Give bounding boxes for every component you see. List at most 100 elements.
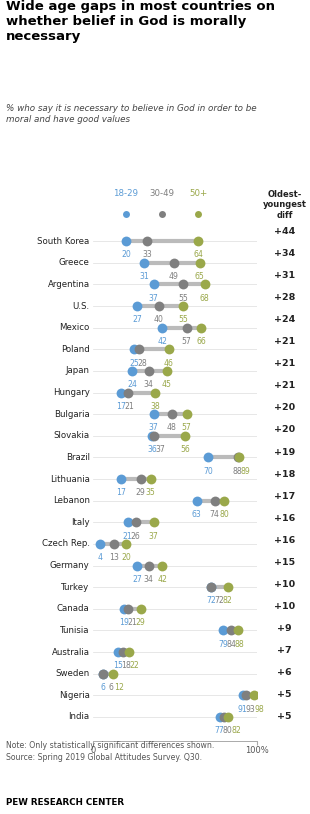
Text: +28: +28	[274, 293, 295, 302]
Text: +17: +17	[274, 492, 295, 501]
Text: +44: +44	[274, 227, 295, 236]
Text: 42: 42	[157, 575, 167, 584]
Point	[235, 624, 240, 637]
Text: 37: 37	[149, 423, 159, 432]
Text: 29: 29	[136, 618, 145, 627]
Text: +19: +19	[274, 448, 295, 457]
Text: 74: 74	[210, 510, 219, 519]
Text: 66: 66	[197, 337, 206, 346]
Text: 34: 34	[144, 380, 154, 389]
Text: 40: 40	[154, 315, 164, 324]
Text: 6: 6	[100, 683, 105, 692]
Text: Lebanon: Lebanon	[53, 497, 90, 505]
Text: +20: +20	[274, 426, 295, 435]
Text: 36: 36	[147, 445, 157, 454]
Text: 38: 38	[151, 402, 160, 411]
Point	[146, 365, 151, 378]
Text: 27: 27	[132, 575, 142, 584]
Text: 64: 64	[193, 251, 203, 260]
Text: 84: 84	[226, 640, 236, 649]
Text: 80: 80	[219, 510, 229, 519]
Point	[131, 343, 136, 356]
Text: India: India	[69, 712, 90, 721]
Text: 25: 25	[129, 359, 139, 368]
Text: Note: Only statistically significant differences shown.
Source: Spring 2019 Glob: Note: Only statistically significant dif…	[6, 741, 215, 762]
Text: 33: 33	[142, 251, 152, 260]
Point	[136, 343, 141, 356]
Text: % who say it is necessary to believe in God in order to be
moral and have good v: % who say it is necessary to believe in …	[6, 104, 257, 124]
Text: Hungary: Hungary	[53, 388, 90, 397]
Text: Tunisia: Tunisia	[60, 626, 90, 635]
Point	[235, 451, 240, 464]
Point	[112, 537, 117, 550]
Text: +9: +9	[277, 624, 292, 632]
Text: 21: 21	[127, 618, 137, 627]
Text: Wide age gaps in most countries on
whether belief in God is morally
necessary: Wide age gaps in most countries on wheth…	[6, 0, 275, 43]
Text: 31: 31	[139, 272, 149, 281]
Text: 45: 45	[162, 380, 172, 389]
Text: 82: 82	[231, 726, 241, 735]
Text: 55: 55	[179, 315, 188, 324]
Point	[184, 322, 189, 335]
Point	[135, 300, 140, 313]
Point	[110, 667, 115, 681]
Point	[225, 580, 230, 593]
Text: Greece: Greece	[59, 258, 90, 267]
Text: 19: 19	[119, 618, 129, 627]
Text: 68: 68	[200, 294, 210, 303]
Point	[123, 208, 128, 221]
Point	[123, 537, 128, 550]
Point	[243, 689, 248, 702]
Point	[202, 278, 207, 291]
Point	[141, 256, 146, 269]
Point	[251, 689, 256, 702]
Point	[160, 559, 165, 572]
Text: Lithuania: Lithuania	[50, 475, 90, 484]
Text: 50+: 50+	[189, 189, 207, 198]
Text: 98: 98	[254, 705, 264, 714]
Text: 88: 88	[233, 466, 242, 475]
Point	[150, 429, 155, 442]
Text: 35: 35	[146, 488, 155, 497]
Text: Germany: Germany	[50, 561, 90, 570]
Text: 37: 37	[156, 445, 165, 454]
Text: +5: +5	[277, 712, 292, 721]
Text: +21: +21	[274, 337, 295, 346]
Text: 91: 91	[237, 705, 247, 714]
Point	[133, 516, 138, 529]
Point	[146, 559, 151, 572]
Text: U.S.: U.S.	[73, 301, 90, 310]
Text: 49: 49	[169, 272, 179, 281]
Text: 72: 72	[215, 597, 224, 606]
Text: Brazil: Brazil	[66, 453, 90, 462]
Text: 63: 63	[192, 510, 202, 519]
Text: PEW RESEARCH CENTER: PEW RESEARCH CENTER	[6, 798, 124, 807]
Text: 72: 72	[206, 597, 216, 606]
Text: South Korea: South Korea	[38, 237, 90, 246]
Text: +31: +31	[274, 271, 295, 280]
Text: +16: +16	[274, 514, 295, 523]
Point	[196, 208, 201, 221]
Point	[228, 624, 233, 637]
Point	[184, 408, 189, 421]
Point	[125, 602, 130, 615]
Text: Turkey: Turkey	[61, 583, 90, 592]
Text: 20: 20	[121, 554, 131, 562]
Text: 65: 65	[195, 272, 205, 281]
Point	[212, 494, 217, 507]
Point	[225, 711, 230, 724]
Point	[151, 516, 156, 529]
Point	[222, 711, 227, 724]
Text: +21: +21	[274, 382, 295, 391]
Point	[122, 602, 127, 615]
Text: 89: 89	[241, 466, 251, 475]
Text: 34: 34	[144, 575, 154, 584]
Point	[181, 300, 186, 313]
Point	[156, 300, 161, 313]
Text: +7: +7	[277, 646, 292, 655]
Text: 55: 55	[179, 294, 188, 303]
Point	[123, 234, 128, 247]
Text: 26: 26	[131, 532, 141, 540]
Text: 57: 57	[182, 337, 192, 346]
Point	[160, 208, 165, 221]
